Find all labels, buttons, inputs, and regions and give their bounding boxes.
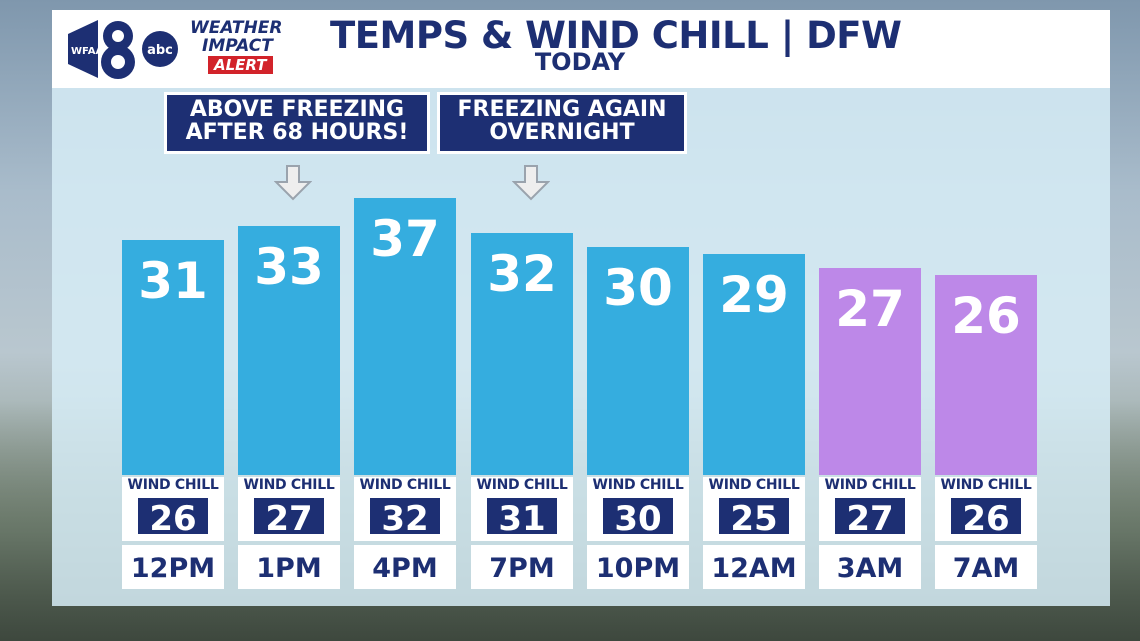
temp-bar xyxy=(703,254,805,475)
chart-panel xyxy=(52,88,1110,606)
bar-column-1pm: 33 WIND CHILL 27 1PM xyxy=(238,0,340,641)
temp-value-label: 37 xyxy=(370,210,440,268)
time-label: 7PM xyxy=(471,545,573,589)
temp-value-label: 29 xyxy=(719,266,789,324)
bar-column-7pm: 32 WIND CHILL 31 7PM xyxy=(471,0,573,641)
wind-chill-label: WIND CHILL xyxy=(122,477,224,495)
time-label: 1PM xyxy=(238,545,340,589)
wind-chill-label: WIND CHILL xyxy=(819,477,921,495)
wind-chill-value: 30 xyxy=(601,496,675,539)
callout-above-freezing-line1: ABOVE FREEZING xyxy=(189,97,405,122)
wind-chill-value: 32 xyxy=(368,496,442,539)
weather-logo-line2: IMPACT xyxy=(202,36,273,56)
time-label: 3AM xyxy=(819,545,921,589)
bar-column-3am: 27 WIND CHILL 27 3AM xyxy=(819,0,921,641)
temp-value-label: 27 xyxy=(835,280,905,338)
time-label: 10PM xyxy=(587,545,689,589)
network-logo-text: abc xyxy=(147,43,173,58)
wind-chill-label: WIND CHILL xyxy=(703,477,805,495)
wind-chill-value: 26 xyxy=(949,496,1023,539)
temp-bar xyxy=(935,275,1037,475)
temp-value-label: 32 xyxy=(487,245,557,303)
wind-chill-value: 31 xyxy=(485,496,559,539)
wind-chill-label: WIND CHILL xyxy=(471,477,573,495)
temp-bar xyxy=(354,198,456,475)
temp-bar xyxy=(471,233,573,475)
wind-chill-label: WIND CHILL xyxy=(587,477,689,495)
callout-above-freezing-line2: AFTER 68 HOURS! xyxy=(185,120,409,145)
page-subtitle: TODAY xyxy=(534,48,626,76)
callout-freezing-again: FREEZING AGAIN OVERNIGHT xyxy=(437,92,687,154)
wfaa-8-logo: WFAA abc xyxy=(68,20,178,79)
call-letters: WFAA xyxy=(71,46,103,57)
time-label: 12AM xyxy=(703,545,805,589)
weather-impact-alert-logo: WEATHER IMPACT ALERT xyxy=(190,18,308,80)
wind-chill-label: WIND CHILL xyxy=(935,477,1037,495)
temp-value-label: 33 xyxy=(254,238,324,296)
callout-above-freezing: ABOVE FREEZING AFTER 68 HOURS! xyxy=(164,92,430,154)
wind-chill-value: 26 xyxy=(136,496,210,539)
down-arrow-icon xyxy=(512,165,550,201)
time-label: 12PM xyxy=(122,545,224,589)
temp-value-label: 31 xyxy=(138,252,208,310)
wind-chill-value: 27 xyxy=(833,496,907,539)
time-label: 4PM xyxy=(354,545,456,589)
wind-chill-label: WIND CHILL xyxy=(354,477,456,495)
bar-column-10pm: 30 WIND CHILL 30 10PM xyxy=(587,0,689,641)
wind-chill-value: 25 xyxy=(717,496,791,539)
wind-chill-label: WIND CHILL xyxy=(238,477,340,495)
weather-logo-alert-badge: ALERT xyxy=(208,56,273,74)
weather-logo-line1: WEATHER xyxy=(190,18,283,38)
temp-bar xyxy=(122,240,224,475)
time-label: 7AM xyxy=(935,545,1037,589)
callout-freezing-again-line1: FREEZING AGAIN xyxy=(457,97,667,122)
bar-column-4pm: 37 WIND CHILL 32 4PM xyxy=(354,0,456,641)
bar-column-7am: 26 WIND CHILL 26 7AM xyxy=(935,0,1037,641)
temp-bar xyxy=(819,268,921,475)
temp-bar xyxy=(587,247,689,475)
wind-chill-value: 27 xyxy=(252,496,326,539)
temp-value-label: 30 xyxy=(603,259,673,317)
bar-column-12am: 29 WIND CHILL 25 12AM xyxy=(703,0,805,641)
bar-column-12pm: 31 WIND CHILL 26 12PM xyxy=(122,0,224,641)
header-bar xyxy=(52,10,1110,88)
temp-bar xyxy=(238,226,340,475)
callout-freezing-again-line2: OVERNIGHT xyxy=(489,120,635,145)
down-arrow-icon xyxy=(274,165,312,201)
temp-value-label: 26 xyxy=(951,287,1021,345)
page-title: TEMPS & WIND CHILL | DFW xyxy=(330,14,902,57)
